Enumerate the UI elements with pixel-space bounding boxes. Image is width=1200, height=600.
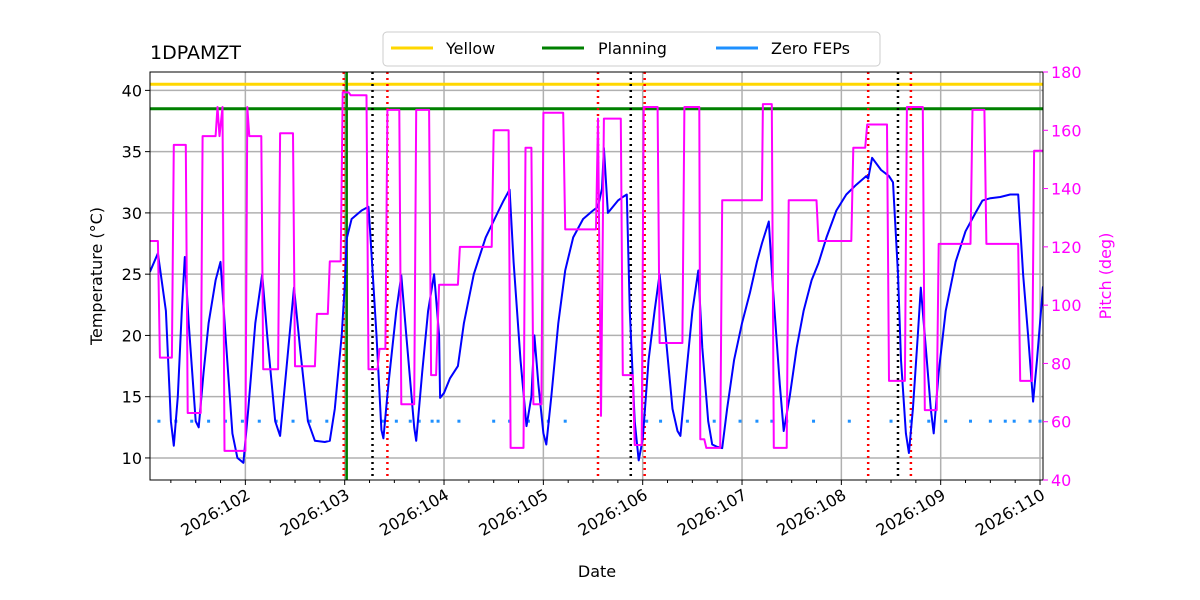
zero-fep-point-11 <box>380 419 384 423</box>
zero-fep-point-18 <box>492 419 496 423</box>
zero-fep-point-17 <box>457 419 461 423</box>
x-tick-label-4: 2026:106 <box>575 485 651 540</box>
zero-fep-point-32 <box>847 419 851 423</box>
y-left-tick-label-4: 30 <box>122 204 142 223</box>
zero-fep-point-3 <box>207 419 211 423</box>
zero-fep-point-29 <box>770 419 774 423</box>
zero-fep-point-23 <box>645 419 649 423</box>
zero-fep-point-27 <box>738 419 742 423</box>
zero-fep-point-24 <box>659 419 663 423</box>
zero-fep-point-2 <box>190 419 194 423</box>
y-left-tick-label-3: 25 <box>122 265 142 284</box>
zero-fep-point-4 <box>223 419 227 423</box>
zero-fep-point-39 <box>1003 419 1007 423</box>
y-right-tick-label-4: 120 <box>1051 238 1082 257</box>
y-left-tick-label-2: 20 <box>122 326 142 345</box>
zero-fep-point-37 <box>968 419 972 423</box>
zero-fep-point-12 <box>394 419 398 423</box>
zero-fep-point-35 <box>927 419 931 423</box>
plot-area <box>150 72 1043 480</box>
zero-fep-point-40 <box>1012 419 1016 423</box>
zero-fep-point-20 <box>526 419 530 423</box>
plot-frame <box>149 71 1044 481</box>
y-left-tick-label-5: 35 <box>122 143 142 162</box>
y-right-tick-label-7: 180 <box>1051 63 1082 82</box>
y-right-tick-label-1: 60 <box>1051 413 1071 432</box>
y-left-tick-label-1: 15 <box>122 388 142 407</box>
legend: Yellow Planning Zero FEPs <box>382 31 881 67</box>
x-tick-label-0: 2026:102 <box>177 485 253 540</box>
legend-label-yellow: Yellow <box>445 39 495 58</box>
zero-fep-point-33 <box>889 419 893 423</box>
pitch-series-line <box>150 91 1043 452</box>
y-right-tick-label-0: 40 <box>1051 471 1071 490</box>
zero-fep-point-28 <box>755 419 759 423</box>
legend-box <box>382 31 881 67</box>
x-tick-label-7: 2026:109 <box>873 485 949 540</box>
zero-fep-point-6 <box>257 419 261 423</box>
zero-fep-point-9 <box>308 419 312 423</box>
chart-title: 1DPAMZT <box>150 42 241 64</box>
zero-fep-point-22 <box>563 419 567 423</box>
y-right-tick-label-5: 140 <box>1051 180 1082 199</box>
zero-fep-point-10 <box>325 419 329 423</box>
x-tick-label-5: 2026:107 <box>674 485 750 540</box>
y-axis-left-label: Temperature (°C) <box>87 207 106 346</box>
zero-fep-point-42 <box>1038 419 1042 423</box>
y-right-tick-label-2: 80 <box>1051 354 1071 373</box>
zero-fep-point-5 <box>240 419 244 423</box>
zero-fep-point-13 <box>408 419 412 423</box>
y-left-tick-label-0: 10 <box>122 449 142 468</box>
zero-fep-point-31 <box>812 419 816 423</box>
zero-fep-point-16 <box>436 419 440 423</box>
zero-fep-point-8 <box>291 419 295 423</box>
x-axis-label: Date <box>578 562 616 581</box>
x-tick-label-1: 2026:103 <box>277 485 353 540</box>
x-tick-label-3: 2026:105 <box>475 485 551 540</box>
y-axis-right-label: Pitch (deg) <box>1096 233 1115 320</box>
x-tick-label-2: 2026:104 <box>376 485 452 540</box>
zero-fep-point-0 <box>157 419 161 423</box>
zero-fep-point-41 <box>1028 419 1032 423</box>
y-right-tick-label-3: 100 <box>1051 296 1082 315</box>
zero-fep-point-36 <box>944 419 948 423</box>
zero-fep-point-26 <box>712 419 716 423</box>
zero-fep-point-15 <box>430 419 434 423</box>
legend-label-zero-feps: Zero FEPs <box>771 39 850 58</box>
x-tick-label-8: 2026:110 <box>972 485 1048 540</box>
zero-fep-point-14 <box>417 419 421 423</box>
zero-fep-point-25 <box>685 419 689 423</box>
zero-fep-point-38 <box>988 419 992 423</box>
y-right-tick-label-6: 160 <box>1051 121 1082 140</box>
legend-label-planning: Planning <box>598 39 667 58</box>
y-left-tick-label-6: 40 <box>122 81 142 100</box>
x-tick-label-6: 2026:108 <box>773 485 849 540</box>
